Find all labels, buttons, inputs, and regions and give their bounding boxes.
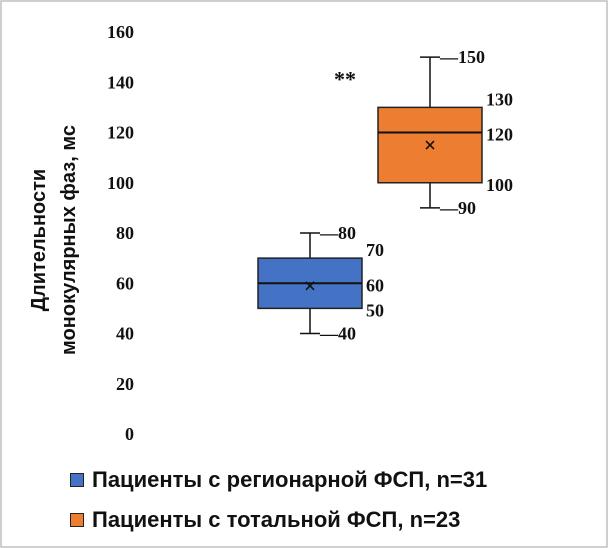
- legend-swatch-total: [70, 513, 84, 527]
- y-axis-ticks: 0 20 40 60 80 100 120 140 160: [107, 22, 134, 444]
- y-tick-label: 60: [116, 273, 134, 293]
- y-tick-label: 100: [107, 173, 134, 193]
- y-tick-label: 80: [116, 223, 134, 243]
- y-tick-label: 20: [116, 374, 134, 394]
- data-label: 70: [366, 240, 384, 260]
- legend-item-regional: Пациенты с регионарной ФСП, n=31: [70, 460, 487, 500]
- significance-stars: **: [334, 66, 356, 91]
- data-label: —40: [319, 324, 356, 344]
- legend-item-total: Пациенты с тотальной ФСП, n=23: [70, 500, 487, 540]
- mean-marker: [425, 140, 435, 150]
- data-label: 100: [486, 175, 513, 195]
- y-tick-label: 160: [107, 22, 134, 42]
- data-label: —150: [439, 47, 485, 67]
- box-group: —80 70 60 50 —40: [257, 223, 384, 344]
- legend-swatch-regional: [70, 473, 84, 487]
- legend-label-regional: Пациенты с регионарной ФСП, n=31: [92, 467, 488, 492]
- data-label: 120: [486, 125, 513, 145]
- data-label: 130: [486, 89, 513, 109]
- y-axis-label: Длительности монокулярных фаз, мс: [28, 125, 80, 355]
- data-label: —90: [439, 198, 476, 218]
- box-group: —150 130 120 100 —90: [377, 47, 513, 218]
- y-axis-label-line: монокулярных фаз, мс: [58, 125, 80, 355]
- data-label: 50: [366, 300, 384, 320]
- y-tick-label: 0: [125, 424, 134, 444]
- y-tick-label: 140: [107, 72, 134, 92]
- significance-annotation: **: [334, 66, 356, 91]
- box-plot: Длительности монокулярных фаз, мс 0 20 40 60…: [28, 22, 513, 444]
- y-tick-label: 120: [107, 123, 134, 143]
- mean-marker: [305, 281, 315, 291]
- data-label: —80: [319, 223, 356, 243]
- box-series: —80 70 60 50 —40 —150 130 120 100 —90: [257, 47, 513, 344]
- data-label: 60: [366, 275, 384, 295]
- y-axis-label-line: Длительности: [28, 169, 50, 311]
- legend: Пациенты с регионарной ФСП, n=31 Пациент…: [70, 460, 487, 540]
- legend-label-total: Пациенты с тотальной ФСП, n=23: [92, 507, 461, 532]
- y-tick-label: 40: [116, 324, 134, 344]
